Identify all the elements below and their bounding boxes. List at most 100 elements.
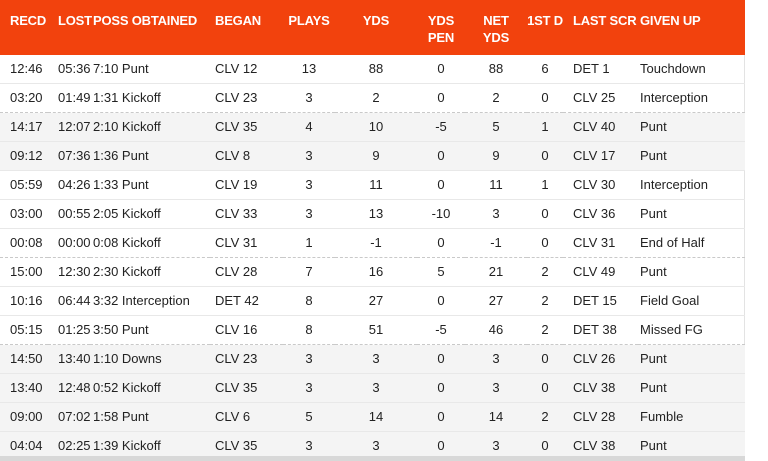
drive-row[interactable]: 09:00 07:02 1:58 Punt CLV 6 5 14 0 14 2 CLV 28 Fum… <box>0 402 745 432</box>
drive-row[interactable]: 03:20 01:49 1:31 Kickoff CLV 23 3 2 0 2 0 CLV 25 I… <box>0 83 745 113</box>
drive-row[interactable]: 14:17 12:07 2:10 Kickoff CLV 35 4 10 -5 5 1 CLV 4… <box>0 112 745 142</box>
cell-lost: 01:49 <box>48 83 91 113</box>
cell-last_scr: CLV 36 <box>563 199 638 229</box>
header-row: RECD LOST POSS OBTAINED BEGAN PLAYS YDS YDS PEN… <box>0 0 745 55</box>
cell-recd: 14:50 <box>0 344 48 374</box>
drive-row[interactable]: 03:00 00:55 2:05 Kickoff CLV 33 3 13 -10 3 0 CLV … <box>0 199 745 229</box>
drive-row[interactable]: 05:15 01:25 3:50 Punt CLV 16 8 51 -5 46 2 DET 38 M… <box>0 315 745 345</box>
cell-yds_pen: 0 <box>417 344 465 374</box>
cell-plays: 3 <box>283 141 335 171</box>
cell-began: CLV 16 <box>210 315 283 345</box>
cell-first_d: 0 <box>527 344 563 374</box>
cell-yds: 3 <box>335 344 417 374</box>
cell-poss: 2:10 Kickoff <box>90 112 210 142</box>
cell-began: CLV 33 <box>210 199 283 229</box>
cell-yds: 13 <box>335 199 417 229</box>
cell-first_d: 0 <box>527 228 563 258</box>
cell-last_scr: CLV 28 <box>563 402 638 432</box>
cell-yds: 9 <box>335 141 417 171</box>
cell-began: CLV 35 <box>210 112 283 142</box>
cell-given_up: Interception <box>638 83 745 113</box>
cell-recd: 12:46 <box>10 61 43 76</box>
cell-net_yds: 5 <box>465 112 527 142</box>
cell-yds_pen: 0 <box>417 141 465 171</box>
cell-poss: 1:39 Kickoff <box>90 431 210 460</box>
cell-yds_pen: 0 <box>417 286 465 316</box>
cell-last_scr: DET 15 <box>563 286 638 316</box>
cell-yds: 3 <box>335 373 417 403</box>
cell-recd: 03:20 <box>0 83 48 113</box>
cell-last_scr: DET 1 <box>573 61 610 76</box>
column-header-label: YDS <box>362 13 390 28</box>
cell-began: CLV 28 <box>210 257 283 287</box>
column-header-recd: RECD <box>0 0 48 55</box>
column-header-poss: POSS OBTAINED <box>90 0 210 55</box>
cell-net_yds: 21 <box>465 257 527 287</box>
cell-yds: 14 <box>335 402 417 432</box>
cell-last_scr: CLV 31 <box>563 228 638 258</box>
drive-row[interactable]: 15:00 12:30 2:30 Kickoff CLV 28 7 16 5 21 2 CLV 4… <box>0 257 745 287</box>
cell-first_d: 1 <box>527 112 563 142</box>
cell-yds: 10 <box>335 112 417 142</box>
cell-began: CLV 6 <box>210 402 283 432</box>
drive-row[interactable]: 14:50 13:40 1:10 Downs CLV 23 3 3 0 3 0 CLV 26 Pun… <box>0 344 745 374</box>
cell-net_yds: 3 <box>465 431 527 460</box>
cell-plays: 1 <box>283 228 335 258</box>
column-header-label: BEGAN <box>215 13 261 28</box>
drive-row[interactable]: 12:46 05:36 7:10 Punt CLV 12 13 88 0 88 6 DET 1 To… <box>0 55 745 84</box>
cell-yds_pen: 0 <box>417 373 465 403</box>
drive-row[interactable]: 04:04 02:25 1:39 Kickoff CLV 35 3 3 0 3 0 CLV 38 P… <box>0 431 745 460</box>
drive-row[interactable]: 09:12 07:36 1:36 Punt CLV 8 3 9 0 9 0 CLV 17 Punt <box>0 141 745 171</box>
column-header-label: YDS <box>482 30 510 45</box>
column-header-began: BEGAN <box>210 0 283 55</box>
cell-given_up: Field Goal <box>638 286 745 316</box>
column-header-label: NET <box>483 13 509 28</box>
cell-yds_pen: 0 <box>417 402 465 432</box>
cell-plays: 3 <box>283 373 335 403</box>
drive-row[interactable]: 10:16 06:44 3:32 Interception DET 42 8 27 0 27 2… <box>0 286 745 316</box>
column-header-yds_pen: YDS PEN <box>417 0 465 55</box>
cell-given_up: Punt <box>638 373 745 403</box>
cell-poss: 3:50 Punt <box>90 315 210 345</box>
cell-recd: 00:08 <box>0 228 48 258</box>
cell-recd: 13:40 <box>0 373 48 403</box>
cell-last_scr: CLV 38 <box>563 373 638 403</box>
column-header-label: LOST <box>58 13 92 28</box>
cell-began: CLV 19 <box>210 170 283 200</box>
cell-recd: 05:59 <box>0 170 48 200</box>
cell-given_up: Missed FG <box>638 315 745 345</box>
cell-given_up: Punt <box>638 431 745 460</box>
cell-plays: 5 <box>283 402 335 432</box>
cell-poss: 1:10 Downs <box>90 344 210 374</box>
cell-lost: 02:25 <box>48 431 91 460</box>
cell-plays: 7 <box>283 257 335 287</box>
cell-given_up: Interception <box>638 170 745 200</box>
cell-began: CLV 35 <box>210 431 283 460</box>
drive-row[interactable]: 00:08 00:00 0:08 Kickoff CLV 31 1 -1 0 -1 0 CLV 3… <box>0 228 745 258</box>
cell-yds_pen: 0 <box>417 431 465 460</box>
cell-first_d: 0 <box>527 431 563 460</box>
drive-row[interactable]: 13:40 12:48 0:52 Kickoff CLV 35 3 3 0 3 0 CLV 38 P… <box>0 373 745 403</box>
cell-given_up: Punt <box>638 344 745 374</box>
cell-lost: 12:07 <box>48 112 91 142</box>
cell-yds_pen: -5 <box>417 112 465 142</box>
cell-last_scr: CLV 25 <box>563 83 638 113</box>
cell-lost: 00:55 <box>48 199 91 229</box>
cell-yds_pen: 0 <box>437 61 445 76</box>
cell-recd: 09:12 <box>0 141 48 171</box>
cell-given_up: Punt <box>638 199 745 229</box>
column-header-given_up: GIVEN UP <box>638 0 745 55</box>
cell-net_yds: 11 <box>465 170 527 200</box>
cell-yds: 2 <box>335 83 417 113</box>
cell-began: DET 42 <box>210 286 283 316</box>
drive-row[interactable]: 05:59 04:26 1:33 Punt CLV 19 3 11 0 11 1 CLV 30 In… <box>0 170 745 200</box>
column-header-label: POSS OBTAINED <box>93 13 198 28</box>
cell-poss: 0:52 Kickoff <box>90 373 210 403</box>
column-header-label: PLAYS <box>288 13 330 28</box>
cell-lost: 13:40 <box>48 344 91 374</box>
drive-chart-table: RECD LOST POSS OBTAINED BEGAN PLAYS YDS YDS PEN… <box>0 0 745 460</box>
cell-plays: 3 <box>283 344 335 374</box>
column-header-label: PEN <box>427 30 455 45</box>
cell-plays: 3 <box>283 83 335 113</box>
cell-net_yds: 88 <box>488 61 504 76</box>
